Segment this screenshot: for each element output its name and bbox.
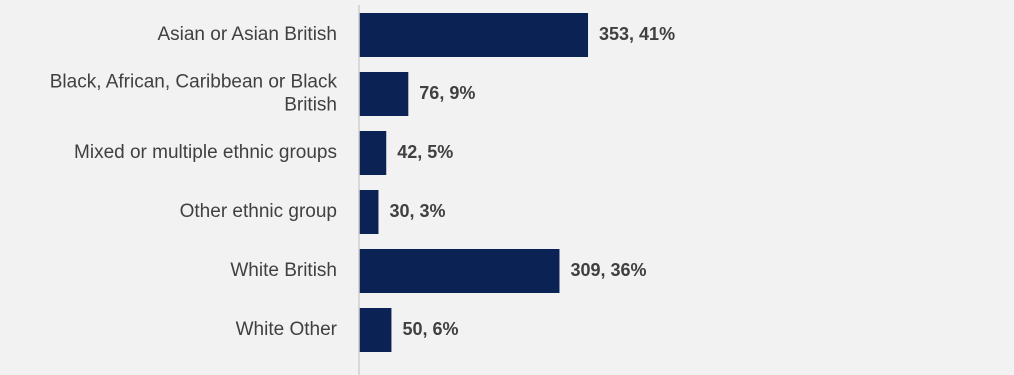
data-label: 50, 6% (402, 319, 458, 339)
data-labels: 353, 41% 76, 9% 42, 5% 30, 3% 309, 36% 50, 6% (389, 24, 675, 339)
category-label-line: Black, African, Caribbean or Black (50, 72, 338, 93)
bar (359, 72, 409, 116)
bar (359, 13, 589, 57)
bar (359, 131, 387, 175)
data-label: 76, 9% (419, 83, 475, 103)
category-label-line: Other ethnic group (180, 201, 337, 222)
category-labels: Asian or Asian British Black, African, Ca… (50, 24, 338, 340)
category-label-line: Mixed or multiple ethnic groups (74, 142, 337, 163)
data-label: 42, 5% (397, 142, 453, 162)
data-label: 309, 36% (570, 260, 646, 280)
category-label: Mixed or multiple ethnic groups (74, 142, 337, 163)
category-label: Asian or Asian British (157, 24, 337, 45)
category-label-line: British (284, 95, 337, 116)
category-label-line: White British (230, 260, 337, 281)
category-label-line: White Other (236, 319, 338, 340)
bar (359, 249, 560, 293)
category-label-line: Asian or Asian British (157, 24, 337, 45)
category-label: Black, African, Caribbean or Black Britis… (50, 72, 338, 116)
category-label: White British (230, 260, 337, 281)
data-label: 353, 41% (599, 24, 675, 44)
bar (359, 308, 392, 352)
category-label: White Other (236, 319, 338, 340)
category-label: Other ethnic group (180, 201, 337, 222)
bars (359, 13, 589, 352)
bar (359, 190, 379, 234)
data-label: 30, 3% (389, 201, 445, 221)
